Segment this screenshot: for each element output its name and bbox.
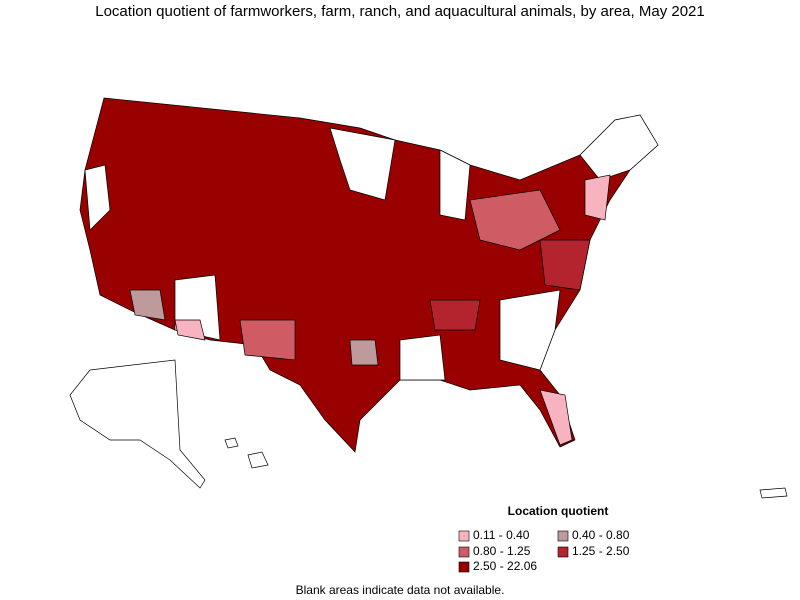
area-patch (429, 299, 481, 331)
hawaii (224, 437, 269, 469)
legend-swatch (458, 546, 470, 558)
legend-title: Location quotient (508, 504, 609, 518)
area-white (399, 334, 446, 381)
area-patch (349, 339, 379, 366)
legend-label: 0.11 - 0.40 (473, 528, 530, 542)
legend-swatch (557, 546, 569, 558)
area-patch (174, 319, 206, 341)
legend-label: 2.50 - 22.06 (473, 559, 537, 573)
legend-swatch (458, 561, 470, 573)
area-patch (539, 239, 591, 291)
area-patch (239, 319, 296, 361)
alaska (69, 359, 206, 489)
legend-swatch (458, 530, 470, 542)
map-title: Location quotient of farmworkers, farm, … (95, 3, 705, 20)
us-map (69, 97, 788, 499)
area-white (84, 164, 111, 231)
area-white (439, 149, 471, 221)
legend-label: 0.40 - 0.80 (572, 528, 630, 542)
legend: 0.11 - 0.40 0.40 - 0.80 0.80 - 1.25 1.25 - … (458, 528, 630, 573)
legend-label: 1.25 - 2.50 (572, 544, 630, 558)
area-white (499, 289, 561, 371)
footnote: Blank areas indicate data not available. (296, 583, 505, 597)
area-patch (539, 389, 573, 446)
puerto-rico (759, 487, 788, 499)
area-patch (584, 174, 611, 221)
legend-label: 0.80 - 1.25 (473, 544, 531, 558)
legend-swatch (557, 530, 569, 542)
area-patch (129, 289, 166, 321)
area-white (329, 127, 396, 201)
